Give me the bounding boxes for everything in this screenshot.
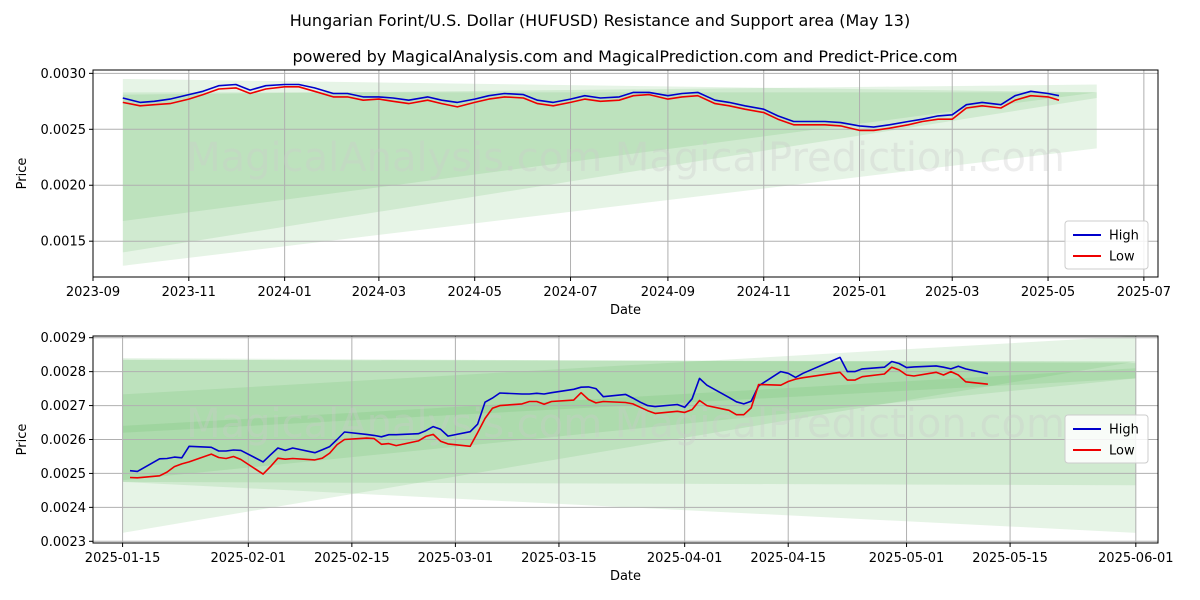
series-group (122, 83, 1060, 132)
x-tick-label: 2025-05-01 (869, 551, 945, 566)
plot-2: 2025-01-15 2025-02-01 2025-02-15 2025-03-01… (15, 331, 1174, 584)
watermark-text: MagicalAnalysis.com MagicalPrediction.co… (186, 401, 1065, 447)
support-resistance-band (122, 92, 1097, 253)
legend-label-low: Low (1109, 444, 1135, 459)
x-tick-label: 2024-05 (448, 285, 502, 300)
legend-label-low: Low (1109, 250, 1135, 265)
y-axis-label: Price (15, 158, 30, 190)
y-tick-label: 0.0026 (41, 433, 87, 448)
support-resistance-band (122, 84, 1097, 266)
x-tick-label: 2024-03 (352, 285, 406, 300)
x-tick-label: 2025-02-01 (211, 551, 287, 566)
plot-1: 2023-09 2023-11 2024-01 2024-03 2024-05 2024-… (15, 67, 1171, 318)
y-tick-label: 0.0025 (41, 123, 87, 138)
axes-frame (92, 335, 1159, 544)
series-high-line (122, 83, 1060, 128)
series-low-line (122, 86, 1060, 132)
support-resistance-band (122, 101, 1097, 133)
legend-label-high: High (1109, 229, 1139, 244)
series-high-line (129, 356, 989, 473)
y-tick-label: 0.0015 (41, 235, 87, 250)
chart-title: Hungarian Forint/U.S. Dollar (HUFUSD) Re… (290, 11, 910, 30)
y-axis-label: Price (15, 424, 30, 456)
x-axis-label: Date (610, 569, 641, 584)
x-axis-label: Date (610, 303, 641, 318)
y-tick-label: 0.0030 (41, 67, 87, 82)
x-tick-label: 2025-03-15 (521, 551, 597, 566)
plots-group: 2023-09 2023-11 2024-01 2024-03 2024-05 2024-… (15, 67, 1174, 584)
x-tick-label: 2025-06-01 (1098, 551, 1174, 566)
x-tick-label: 2024-11 (737, 285, 791, 300)
x-tick-label: 2025-05-15 (972, 551, 1048, 566)
x-tick-label: 2025-07 (1117, 285, 1171, 300)
legend-label-high: High (1109, 423, 1139, 438)
y-tick-label: 0.0029 (41, 331, 87, 346)
x-tick-label: 2025-02-15 (314, 551, 390, 566)
y-tick-label: 0.0027 (41, 399, 87, 414)
y-tick-label: 0.0023 (41, 535, 87, 550)
x-tick-label: 2025-01-15 (85, 551, 161, 566)
x-tick-label: 2025-03 (925, 285, 979, 300)
y-tick-label: 0.0028 (41, 365, 87, 380)
series-low-line (129, 366, 988, 479)
x-tick-label: 2023-11 (162, 285, 216, 300)
y-tick-label: 0.0020 (41, 179, 87, 194)
axes-frame (92, 69, 1159, 278)
x-tick-label: 2025-04-15 (750, 551, 826, 566)
watermark-text: MagicalAnalysis.com MagicalPrediction.co… (186, 135, 1065, 181)
legend: High Low (1064, 220, 1149, 270)
support-resistance-band (122, 368, 1136, 486)
x-tick-label: 2023-09 (66, 285, 120, 300)
x-tick-label: 2025-05 (1021, 285, 1075, 300)
series-group (129, 356, 989, 479)
support-resistance-band (122, 336, 1136, 533)
band-group (122, 336, 1136, 533)
chart-subtitle: powered by MagicalAnalysis.com and Magic… (292, 47, 957, 66)
x-tick-label: 2024-01 (257, 285, 311, 300)
x-tick-label: 2024-09 (641, 285, 695, 300)
legend: High Low (1064, 414, 1149, 464)
y-tick-label: 0.0024 (41, 501, 87, 516)
support-resistance-band (122, 358, 1136, 481)
x-tick-label: 2025-04-01 (647, 551, 723, 566)
x-tick-label: 2024-07 (543, 285, 597, 300)
x-tick-label: 2025-03-01 (418, 551, 494, 566)
support-resistance-band (122, 359, 1136, 533)
x-tick-label: 2025-01 (832, 285, 886, 300)
y-tick-label: 0.0025 (41, 467, 87, 482)
